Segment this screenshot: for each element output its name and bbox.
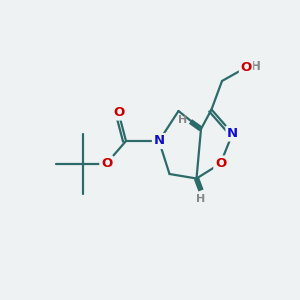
Text: H: H bbox=[196, 194, 206, 203]
Text: O: O bbox=[101, 157, 112, 170]
Text: O: O bbox=[113, 106, 124, 119]
Text: O: O bbox=[240, 61, 252, 74]
Text: O: O bbox=[215, 157, 226, 170]
Text: N: N bbox=[153, 134, 165, 148]
Text: H: H bbox=[178, 115, 188, 125]
Text: H: H bbox=[250, 59, 260, 73]
Text: N: N bbox=[227, 127, 238, 140]
